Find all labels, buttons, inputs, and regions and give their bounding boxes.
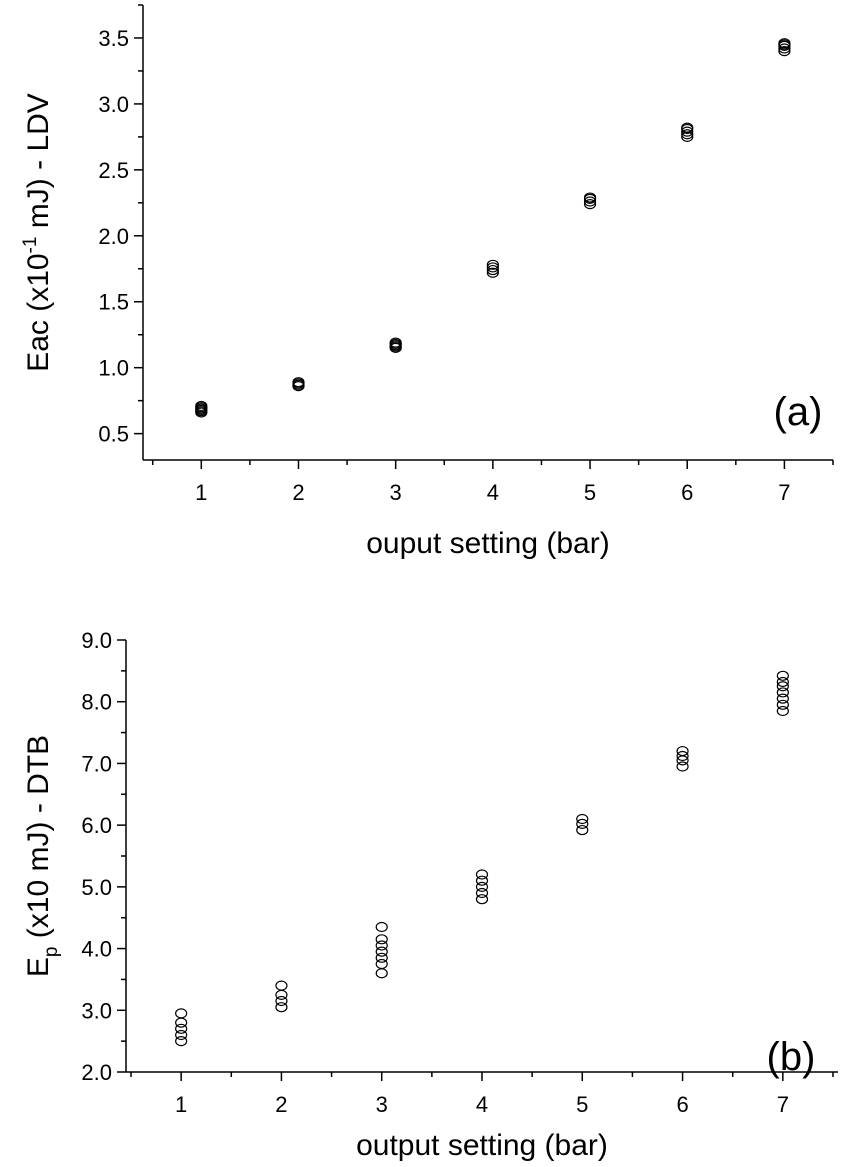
data-point: [776, 705, 789, 717]
data-point: [275, 980, 288, 991]
data-point: [681, 129, 694, 140]
data-point: [275, 989, 288, 1000]
y-tick-label: 2.5: [98, 158, 129, 183]
data-point: [776, 681, 789, 692]
x-tick-label: 4: [476, 1092, 488, 1117]
data-point: [576, 824, 589, 836]
data-point: [275, 1002, 288, 1013]
data-point: [375, 958, 388, 970]
x-tick-label: 5: [576, 1092, 588, 1117]
data-point: [195, 400, 208, 412]
data-point: [681, 126, 694, 137]
data-point: [776, 670, 789, 681]
y-tick-label: 7.0: [81, 751, 112, 776]
data-point: [375, 952, 388, 963]
data-point: [776, 699, 789, 710]
data-point: [175, 1036, 188, 1047]
y-tick-label: 3.0: [98, 92, 129, 117]
data-point: [486, 259, 499, 270]
y-axis-title-unit: (x10 mJ) - DTB: [22, 735, 55, 947]
y-tick-label: 2.0: [98, 224, 129, 249]
data-point: [175, 1008, 188, 1019]
y-tick-label: 2.0: [81, 1060, 112, 1085]
data-point: [776, 687, 789, 698]
panel-label: (b): [767, 1035, 816, 1079]
data-point: [778, 43, 791, 54]
x-tick-label: 7: [777, 1092, 789, 1117]
data-point: [375, 968, 388, 979]
x-tick-label: 6: [676, 1092, 688, 1117]
data-point: [486, 262, 499, 273]
y-tick-label: 0.5: [98, 422, 129, 447]
data-point: [676, 745, 689, 757]
x-tick-label: 1: [195, 480, 207, 505]
x-tick-label: 5: [584, 480, 596, 505]
data-point: [292, 377, 305, 388]
y-tick-label: 8.0: [81, 690, 112, 715]
data-point: [676, 750, 689, 762]
data-point: [776, 693, 789, 704]
data-point: [486, 267, 499, 278]
y-axis-title-main: Eac (x10: [22, 253, 55, 371]
data-point: [475, 875, 489, 886]
data-point: [681, 122, 694, 133]
panel-b-chart: 1 2 3 4 5 6 7 2.0 3.0 4.0 5.0 6.0 7.0 8.0 9.0 (b) output…: [22, 628, 838, 1162]
data-point: [375, 921, 388, 933]
data-point: [583, 199, 597, 210]
y-axis-title: Ep (x10 mJ) - DTB: [22, 735, 62, 977]
data-point: [778, 38, 791, 49]
x-tick-label: 2: [275, 1092, 287, 1117]
data-point: [576, 813, 589, 825]
data-point: [475, 887, 489, 899]
x-tick-label: 6: [681, 480, 693, 505]
data-point: [776, 676, 789, 688]
x-tick-label: 3: [390, 480, 402, 505]
y-tick-label: 3.5: [98, 26, 129, 51]
data-point: [475, 881, 489, 892]
x-tick-label: 1: [175, 1092, 187, 1117]
x-axis-title: ouput setting (bar): [366, 527, 609, 560]
data-point: [175, 1023, 188, 1034]
y-tick-label: 1.5: [98, 290, 129, 315]
data-point: [375, 946, 388, 957]
data-point: [389, 337, 402, 348]
y-tick-label: 9.0: [81, 628, 112, 653]
x-tick-label: 4: [487, 480, 499, 505]
y-axis-title-superscript: -1: [20, 237, 41, 254]
y-axis-title-subscript: p: [41, 947, 62, 958]
data-point: [375, 940, 388, 951]
data-point: [778, 46, 791, 57]
data-point: [583, 196, 597, 207]
data-point: [475, 869, 489, 880]
data-point: [486, 264, 499, 276]
data-point: [576, 818, 589, 830]
y-axis-title: Eac (x10-1 mJ) - LDV: [20, 93, 55, 372]
x-tick-label: 7: [778, 480, 790, 505]
data-point: [676, 761, 689, 772]
y-tick-label: 4.0: [81, 937, 112, 962]
data-point: [275, 995, 288, 1007]
x-tick-label: 3: [376, 1092, 388, 1117]
y-tick-label: 5.0: [81, 875, 112, 900]
y-axis-title-unit: mJ) - LDV: [22, 93, 55, 236]
data-point: [475, 894, 489, 905]
panel-label: (a): [774, 390, 823, 434]
data-point: [175, 1029, 188, 1041]
y-tick-label: 3.0: [81, 998, 112, 1023]
y-tick-label: 6.0: [81, 813, 112, 838]
x-axis-title: output setting (bar): [356, 1129, 608, 1162]
y-tick-label: 1.0: [98, 356, 129, 381]
data-point: [175, 1017, 188, 1028]
y-axis-title-main: E: [22, 957, 55, 977]
data-point: [375, 934, 388, 945]
data-point: [583, 192, 597, 203]
x-tick-label: 2: [292, 480, 304, 505]
panel-a-chart: 1 2 3 4 5 6 7 0.5 1.0 1.5 2.0 2.5 3.0 3.5 (a) ouput set…: [20, 4, 834, 560]
